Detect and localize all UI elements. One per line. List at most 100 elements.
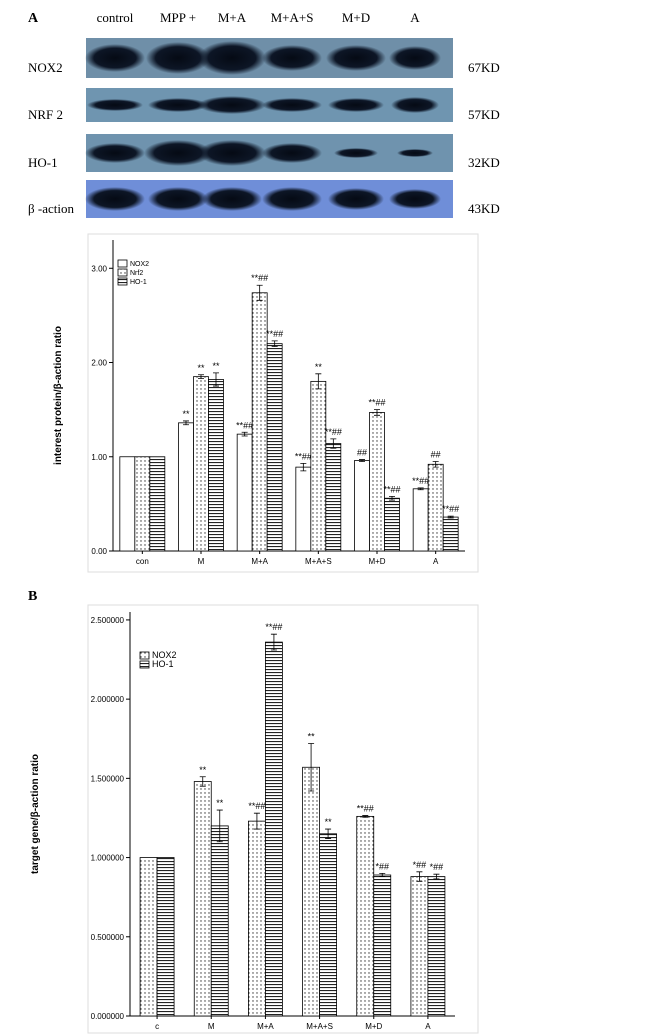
bar [178,422,194,552]
legend-swatch [139,660,150,669]
lane-label: A [410,10,420,25]
bar [356,815,375,1017]
legend-label: NOX2 [130,261,149,268]
error-bar [359,459,365,462]
bar [119,456,136,552]
blot-band [198,96,266,114]
bar [427,876,446,1017]
blot-band [144,140,212,166]
x-tick-label: M+A+S [305,557,332,566]
significance-label: **## [251,273,268,283]
error-bar [416,871,423,882]
legend-label: NOX2 [152,650,177,660]
blot-band [85,187,145,211]
error-bar [362,815,369,818]
blot-band [328,98,384,112]
x-tick-label: M+A [257,1022,274,1031]
error-bar [256,284,263,301]
significance-label: **## [383,484,400,494]
western-blot: control MPP + M+A M+A+S M+D A NOX2 67KD NRF 2 57K… [28,10,500,218]
chart: 0.000000 0.500000 1.000000 1.500000 2.000000… [30,604,479,1034]
blot-band [148,187,208,211]
row-label: HO-1 [28,155,58,170]
significance-label: ** [325,817,333,827]
x-tick-label: con [136,557,149,566]
bar [156,857,175,1017]
significance-label: ** [199,765,207,775]
chart-frame [87,233,479,573]
error-bar [253,812,260,830]
error-bar [216,809,223,843]
bar [210,825,229,1017]
blot-band [391,97,439,113]
size-label: 32KD [468,155,500,170]
bar [193,376,209,552]
y-tick-label: 2.500000 [91,616,125,625]
blot-band [85,143,145,163]
bar [319,833,337,1017]
bar [325,443,342,552]
error-bar [379,873,386,877]
error-bar [271,340,278,347]
blot-band [334,148,378,158]
blot-band [397,149,433,157]
x-tick-label: A [425,1022,431,1031]
bar [134,456,151,552]
significance-label: **## [236,420,253,430]
x-tick-label: M+D [368,557,385,566]
blot-band [326,45,386,71]
error-bar [198,374,204,379]
bar [310,380,327,552]
x-tick-label: M [198,557,205,566]
y-tick-label: 0.00 [91,547,107,556]
blot-band [389,46,441,70]
significance-label: **## [265,622,282,632]
blot-band [198,140,266,166]
bar [193,781,212,1017]
blot-band [202,187,262,211]
bar [251,292,268,552]
x-tick-label: M+A [251,557,268,566]
bar [412,488,429,552]
significance-label: ## [357,448,367,458]
legend-swatch [117,277,128,286]
blot-band [262,98,322,112]
error-bar [308,743,315,792]
significance-label: **## [266,329,283,339]
significance-label: **## [295,451,312,461]
blot-band [262,143,322,163]
significance-label: ** [212,361,220,371]
error-bar [433,873,440,880]
blot-band [198,41,266,75]
error-bar [241,431,248,437]
bar [373,874,392,1017]
bar [427,463,444,552]
error-bar [315,373,322,390]
significance-label: ** [308,731,316,741]
lane-label: M+D [342,10,370,25]
bar [265,641,283,1017]
x-tick-label: M [208,1022,215,1031]
bar [295,466,312,552]
error-bar [389,495,395,501]
significance-label: *## [413,860,427,870]
y-tick-label: 0.500000 [91,933,125,942]
panel-label: A [28,11,39,26]
lane-label: control [97,10,134,25]
significance-label: *## [375,861,389,871]
bar [248,820,266,1017]
y-tick-label: 3.00 [91,264,107,273]
error-bar [374,409,380,416]
legend-label: HO-1 [130,279,147,286]
error-bar [183,420,189,426]
lane-label: M+A+S [271,10,314,25]
x-tick-label: A [433,557,439,566]
chart: 0.00 1.00 2.00 3.00 interest protein/β-actio… [53,233,479,573]
bar [236,433,253,552]
y-tick-label: 0.000000 [91,1012,125,1021]
x-tick-label: c [155,1022,159,1031]
row-label: β -action [28,201,74,216]
size-label: 57KD [468,107,500,122]
lane-label: M+A [218,10,247,25]
